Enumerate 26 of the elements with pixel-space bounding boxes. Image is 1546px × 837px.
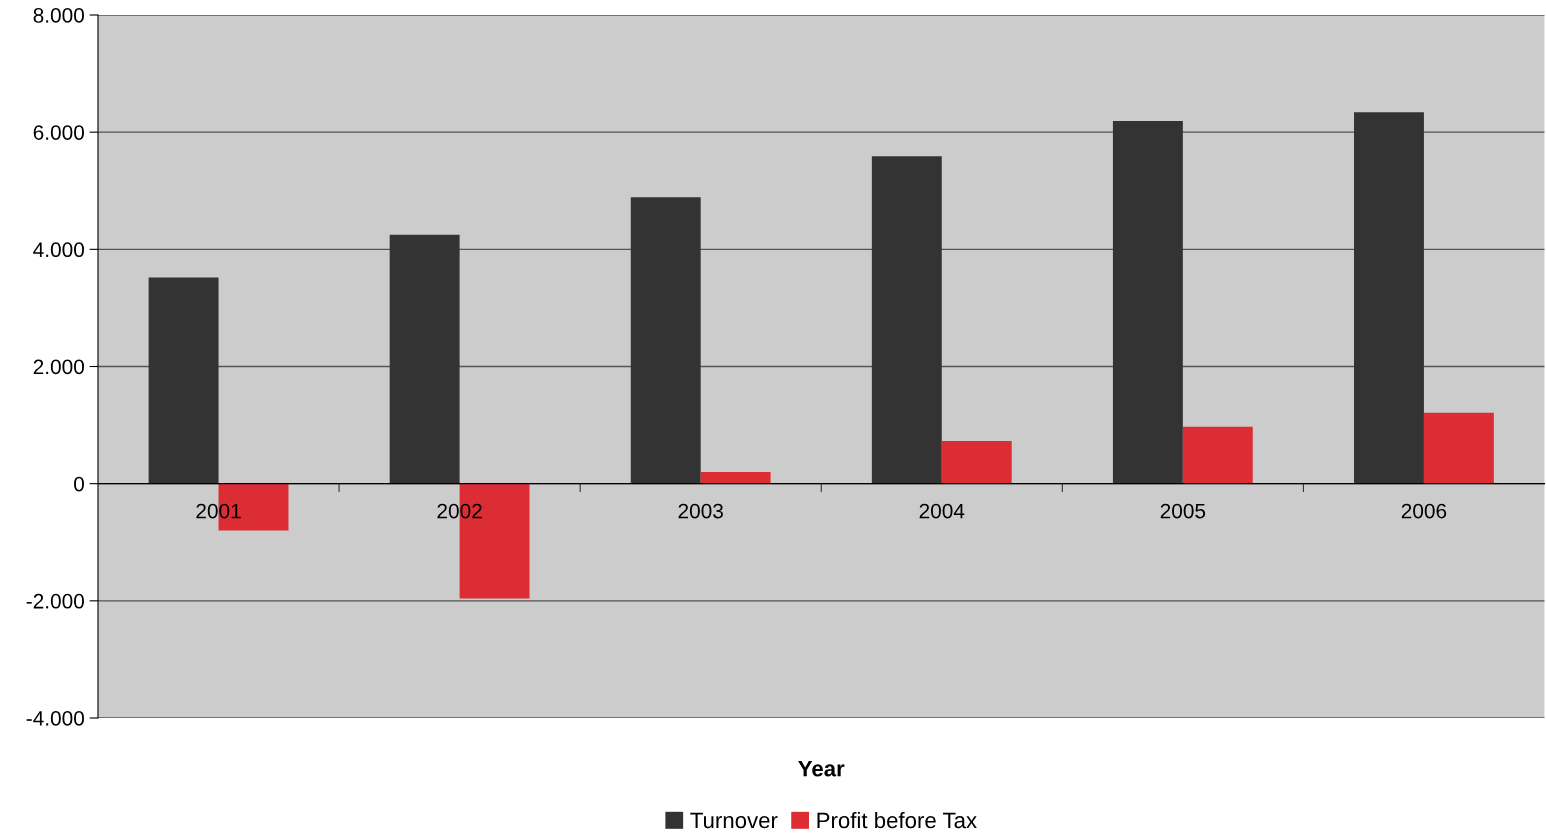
y-tick-label: 8.000 (33, 8, 84, 23)
bar (700, 471, 771, 484)
y-tick-label: -4.000 (26, 711, 84, 726)
bar (630, 197, 701, 484)
bar (389, 234, 460, 484)
x-tick-label: 2001 (196, 503, 241, 519)
bar (1182, 426, 1253, 484)
y-tick-label: 6.000 (33, 125, 84, 140)
x-tick-label: 2004 (919, 503, 965, 519)
bar (1354, 112, 1424, 484)
x-tick-label: 2006 (1401, 503, 1447, 519)
x-tick-label: 2002 (437, 503, 482, 519)
x-tick-label: 2003 (678, 503, 723, 519)
bar (1423, 412, 1494, 484)
y-tick-label: 4.000 (33, 242, 84, 258)
bar (148, 277, 219, 484)
y-tick-label: 2.000 (33, 359, 84, 375)
legend-label: Profit before Tax (817, 811, 977, 829)
bar (871, 156, 942, 484)
y-tick-label: 0 (74, 476, 84, 492)
bar (941, 440, 1012, 484)
bar (1112, 121, 1183, 484)
x-axis-title: Year (798, 761, 845, 777)
legend-label: Turnover (690, 812, 778, 829)
y-tick-label: -2.000 (26, 593, 84, 609)
x-tick-label: 2005 (1160, 503, 1206, 519)
